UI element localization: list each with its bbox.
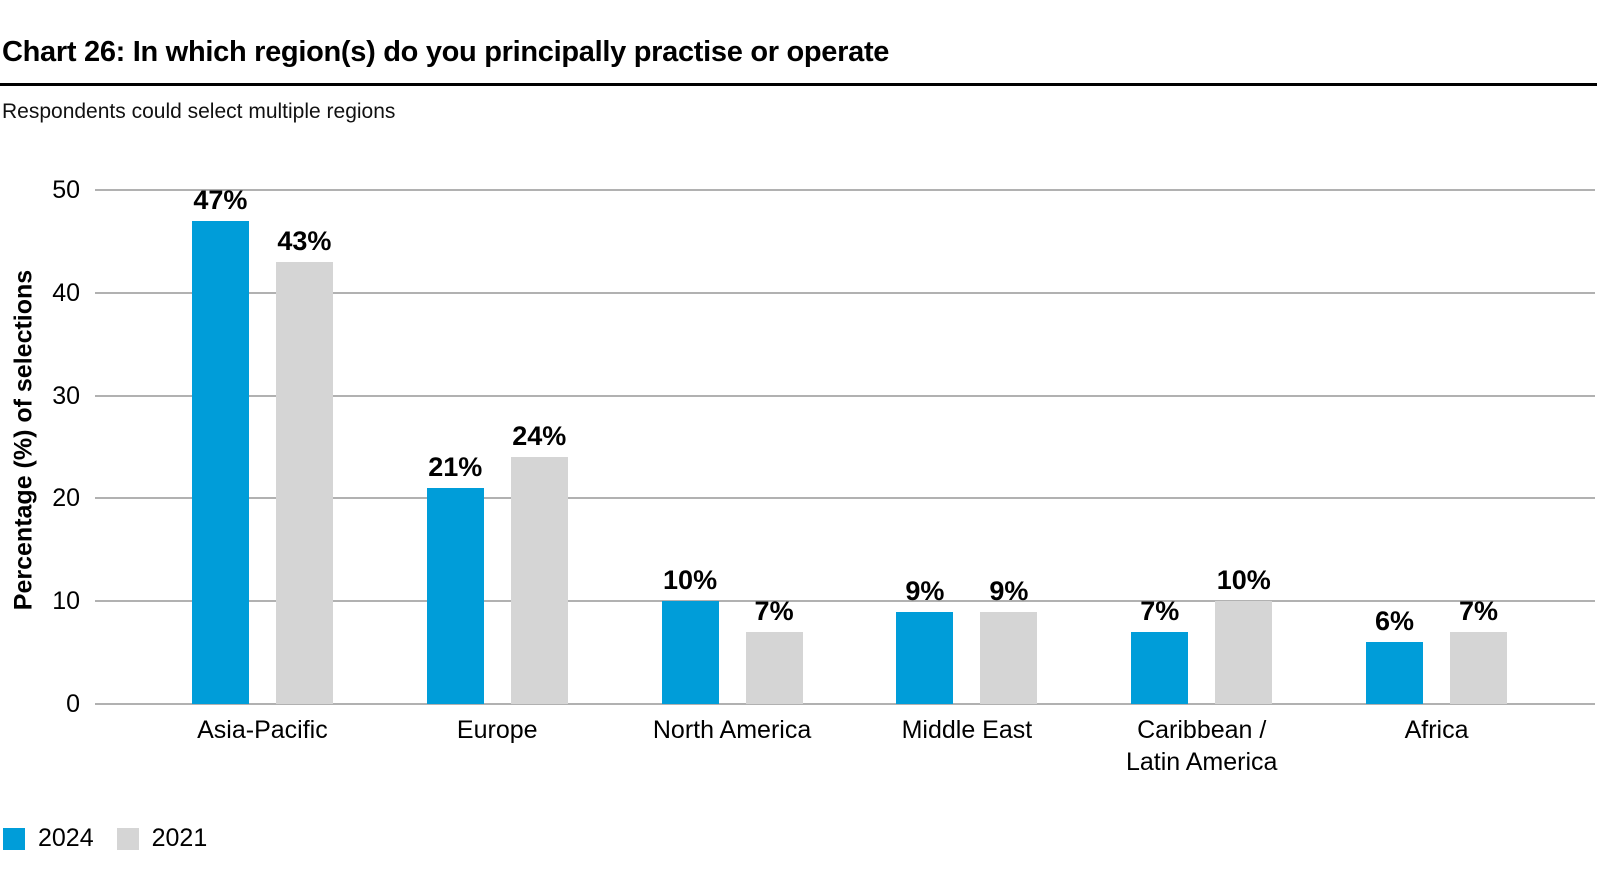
bar-pair: 10% 7% (661, 565, 803, 704)
bar-2024 (191, 220, 249, 704)
value-label-2024: 9% (905, 575, 945, 606)
bar-pair: 47% 43% (191, 184, 333, 704)
value-label-2024: 7% (1140, 596, 1180, 626)
gridline-20 (95, 497, 1595, 500)
bar-group-5: 7% 10% Caribbean / Latin America (1084, 190, 1319, 776)
y-tick-label-50: 50 (52, 176, 80, 204)
bar-pair: 6% 7% (1366, 596, 1508, 704)
bar-group-2: 21% 24% Europe (380, 190, 615, 744)
bar-column-2021: 43% (275, 226, 333, 704)
bar-column-2024: 6% (1366, 606, 1424, 704)
bar-2021 (745, 632, 803, 704)
x-category-label: North America (652, 716, 812, 744)
bar-2021 (1215, 601, 1273, 704)
gridlines (95, 189, 1595, 705)
bar-group-3: 10% 7% North America (615, 190, 850, 744)
legend-item-2021: 2021 (116, 824, 208, 853)
title-divider (0, 83, 1597, 86)
bar-groups: 47% 43% Asia-Pacific 21% 24% Europe 10% 7% North… (95, 185, 1595, 776)
gridline-10 (95, 600, 1595, 603)
legend-label-2024: 2024 (38, 824, 94, 852)
value-label-2021: 9% (989, 575, 1029, 606)
page-title: Chart 26: In which region(s) do you prin… (2, 36, 890, 68)
legend-item-2024: 2024 (3, 824, 94, 853)
value-label-2024: 10% (663, 565, 718, 596)
bar-2021 (275, 262, 333, 704)
x-category-label: Europe (456, 716, 538, 744)
bar-pair: 7% 10% (1131, 565, 1273, 704)
bar-2024 (1131, 632, 1189, 704)
bar-2021 (980, 611, 1038, 704)
value-label-2021: 43% (277, 226, 332, 256)
value-label-2024: 47% (193, 184, 248, 215)
y-tick-label-10: 10 (52, 587, 80, 616)
bar-group-6: 6% 7% Africa (1319, 190, 1554, 744)
y-tick-label-20: 20 (52, 484, 80, 513)
bar-column-2021: 7% (745, 596, 803, 704)
bar-group-4: 9% 9% Middle East (849, 190, 1084, 744)
bar-2024 (1366, 642, 1424, 704)
bar-2021 (510, 457, 568, 704)
value-label-2024: 6% (1375, 606, 1415, 637)
bar-column-2021: 9% (980, 575, 1038, 704)
gridline-40 (95, 291, 1595, 294)
bar-column-2021: 24% (510, 421, 568, 704)
legend-label-2021: 2021 (151, 824, 208, 852)
gridline-30 (95, 394, 1595, 397)
bar-column-2024: 7% (1131, 596, 1189, 704)
value-label-2021: 24% (512, 421, 567, 452)
plot-area: 47% 43% Asia-Pacific 21% 24% Europe 10% 7% North… (95, 185, 1595, 776)
gridline-50 (95, 189, 1595, 191)
y-tick-label-40: 40 (52, 278, 80, 307)
legend-swatch-2021 (116, 827, 139, 850)
chart-subtitle: Respondents could select multiple region… (2, 100, 396, 123)
legend: 2024 2021 (3, 824, 207, 853)
value-label-2021: 7% (1459, 596, 1499, 626)
bar-2024 (896, 611, 954, 704)
x-category-label: Caribbean / Latin America (1125, 716, 1278, 776)
x-category-label: Middle East (901, 716, 1033, 744)
value-label-2021: 7% (754, 596, 794, 626)
bar-column-2024: 9% (896, 575, 954, 704)
x-category-label: Africa (1404, 716, 1469, 744)
y-tick-label-30: 30 (52, 381, 80, 410)
gridline-0 (95, 703, 1595, 705)
y-axis-tick-labels: 0 10 20 30 40 50 (0, 176, 80, 718)
bar-column-2021: 7% (1450, 596, 1508, 704)
x-category-label: Asia-Pacific (197, 716, 328, 744)
bar-2021 (1450, 632, 1508, 704)
value-label-2021: 10% (1216, 565, 1271, 596)
bar-pair: 9% 9% (896, 575, 1038, 704)
value-label-2024: 21% (428, 452, 483, 483)
bar-column-2024: 21% (426, 452, 484, 704)
bar-group-1: 47% 43% Asia-Pacific (145, 185, 380, 744)
bar-column-2024: 10% (661, 565, 719, 704)
y-tick-label-0: 0 (66, 690, 80, 718)
bar-2024 (661, 601, 719, 704)
legend-swatch-2024 (3, 827, 25, 850)
bar-2024 (426, 488, 484, 704)
bar-pair: 21% 24% (426, 421, 568, 704)
bar-column-2024: 47% (191, 184, 249, 704)
bar-column-2021: 10% (1215, 565, 1273, 704)
